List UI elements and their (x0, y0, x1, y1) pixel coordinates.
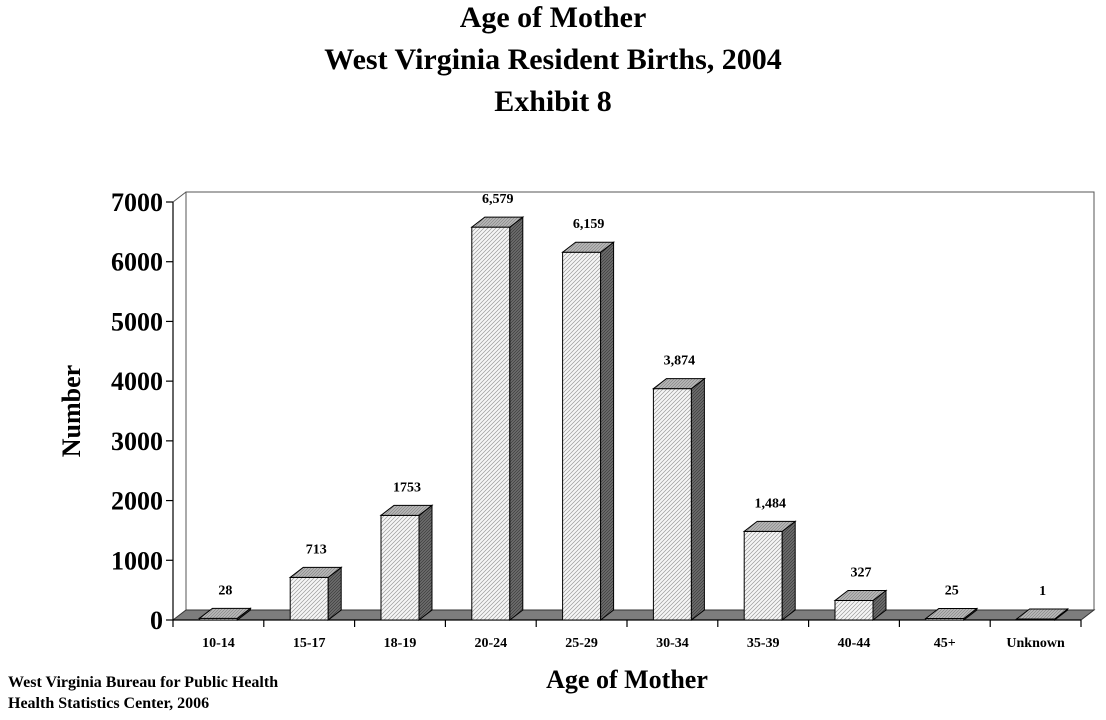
y-axis: 0 1000 2000 3000 4000 5000 6000 7000 (111, 188, 174, 635)
back-wall (185, 191, 1095, 611)
x-axis: 10-14 15-17 18-19 20-24 25-29 30-34 35-39 40-44… (172, 619, 1082, 651)
y-tick-label: 4000 (111, 367, 163, 396)
bar-top (833, 589, 888, 601)
bar-top (197, 607, 252, 619)
bars (197, 216, 1070, 622)
source-line-1: West Virginia Bureau for Public Health (8, 674, 279, 691)
data-label: 28 (218, 583, 232, 598)
x-axis-label: Age of Mother (546, 665, 708, 694)
y-tick-label: 7000 (111, 188, 163, 217)
data-label: 1,484 (754, 496, 786, 511)
bar (924, 607, 979, 622)
data-label: 25 (945, 584, 959, 599)
x-tick-label: 25-29 (565, 636, 598, 651)
bar-front (652, 388, 692, 621)
y-tick-label: 0 (150, 606, 163, 635)
bar (379, 504, 434, 622)
bar-top (742, 520, 797, 532)
x-tick-label: 15-17 (293, 636, 326, 651)
x-tick-label: 18-19 (384, 636, 417, 651)
bar (288, 566, 343, 622)
y-axis-label: Number (57, 365, 86, 457)
bar-top (288, 566, 343, 578)
data-label: 713 (306, 542, 327, 557)
bar (833, 589, 888, 622)
bar-side (690, 377, 705, 622)
bar-front (834, 599, 874, 621)
bar-top (379, 504, 434, 516)
data-label: 1 (1039, 584, 1046, 599)
chart-title-line-2: West Virginia Resident Births, 2004 (324, 43, 782, 76)
y-tick-label: 6000 (111, 248, 163, 277)
chart-title-line-3: Exhibit 8 (494, 85, 612, 118)
x-tick-label: 20-24 (474, 636, 507, 651)
bar-top (561, 241, 616, 253)
plot-frame (172, 191, 1095, 611)
bar (561, 241, 616, 622)
y-tick-label: 1000 (111, 546, 163, 575)
x-tick-label: Unknown (1006, 636, 1065, 651)
y-tick-label: 5000 (111, 307, 163, 336)
x-tick-label: 35-39 (747, 636, 780, 651)
data-label: 6,159 (573, 217, 605, 232)
data-labels: 28 713 1753 6,579 6,159 3,874 1,484 327 25 1 (218, 192, 1046, 599)
x-tick-label: 30-34 (656, 636, 689, 651)
bar (197, 607, 252, 622)
y-tick-label: 2000 (111, 487, 163, 516)
bar-front (743, 530, 783, 621)
x-tick-label: 45+ (934, 636, 956, 651)
bar (742, 520, 797, 622)
bar-side (781, 520, 796, 622)
data-label: 6,579 (482, 192, 514, 207)
depth-edge (172, 191, 187, 203)
bar (1015, 607, 1070, 622)
x-tick-label: 10-14 (202, 636, 235, 651)
bar-side (509, 216, 524, 622)
bar-top (470, 216, 525, 228)
bar-front (380, 514, 420, 621)
data-label: 1753 (393, 480, 421, 495)
chart-title-line-1: Age of Mother (459, 1, 647, 34)
data-label: 3,874 (664, 354, 696, 369)
y-tick-label: 3000 (111, 427, 163, 456)
bar-front (562, 251, 602, 621)
bar-front (289, 576, 329, 621)
bar-top (924, 608, 979, 620)
bar-front (471, 226, 511, 621)
bar-side (418, 504, 433, 622)
bar-side (600, 241, 615, 622)
data-label: 327 (851, 565, 872, 580)
bar-top (1015, 608, 1070, 620)
source-line-2: Health Statistics Center, 2006 (8, 695, 210, 712)
bar (470, 216, 525, 622)
bar-top (651, 378, 706, 390)
bar (651, 377, 706, 622)
x-tick-label: 40-44 (838, 636, 871, 651)
